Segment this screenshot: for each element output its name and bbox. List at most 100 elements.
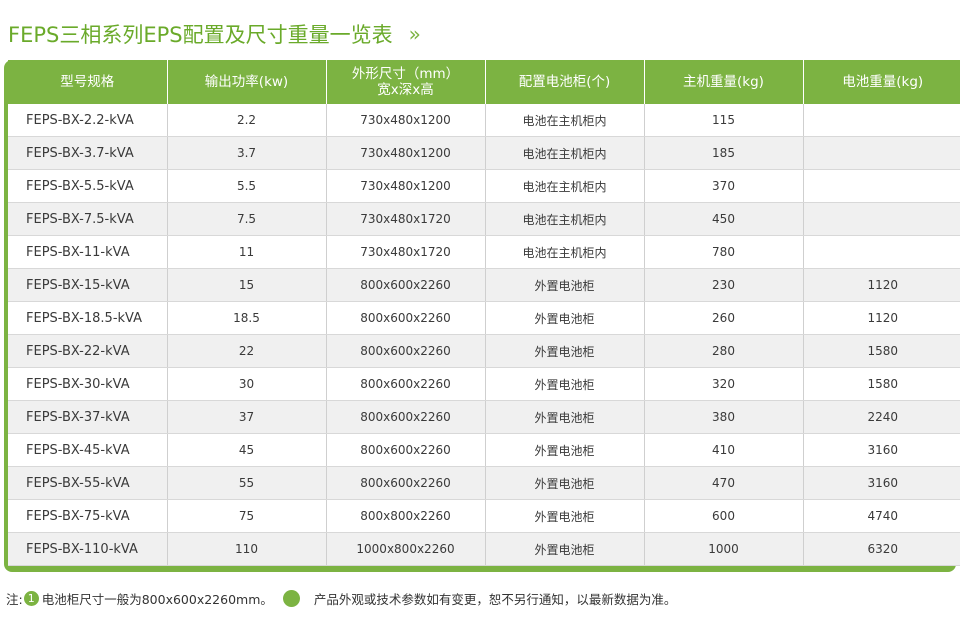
cell-power: 7.5 (167, 202, 327, 236)
table-row: FEPS-BX-110-kVA 110 1000x800x2260 外置电池柜 … (8, 532, 960, 566)
cell-battery-weight: 1580 (803, 334, 960, 368)
cell-model: FEPS-BX-11-kVA (8, 235, 168, 269)
cell-model: FEPS-BX-18.5-kVA (8, 301, 168, 335)
spec-table-frame: 型号规格 输出功率(kw) 外形尺寸（mm） 宽x深x高 配置电池柜(个) 主机… (4, 60, 960, 572)
cell-battery-weight (803, 136, 960, 170)
cell-power: 45 (167, 433, 327, 467)
cell-battery-weight (803, 104, 960, 137)
cell-battery-cabinet: 电池在主机柜内 (485, 169, 645, 203)
cell-size: 730x480x1720 (326, 235, 486, 269)
cell-battery-cabinet: 电池在主机柜内 (485, 104, 645, 137)
column-header-battery-weight: 电池重量(kg) (803, 60, 960, 104)
cell-size: 800x600x2260 (326, 268, 486, 302)
green-dot-icon (282, 589, 300, 607)
cell-host-weight: 470 (644, 466, 804, 500)
cell-host-weight: 280 (644, 334, 804, 368)
cell-power: 2.2 (167, 104, 327, 137)
cell-battery-cabinet: 外置电池柜 (485, 466, 645, 500)
table-row: FEPS-BX-3.7-kVA 3.7 730x480x1200 电池在主机柜内… (8, 136, 960, 170)
table-row: FEPS-BX-22-kVA 22 800x600x2260 外置电池柜 280… (8, 334, 960, 368)
cell-host-weight: 370 (644, 169, 804, 203)
cell-size: 800x600x2260 (326, 334, 486, 368)
cell-host-weight: 320 (644, 367, 804, 401)
cell-host-weight: 1000 (644, 532, 804, 566)
title-row: FEPS三相系列EPS配置及尺寸重量一览表 » (8, 18, 421, 50)
cell-size: 800x600x2260 (326, 400, 486, 434)
note-item-2: 产品外观或技术参数如有变更，恕不另行通知，以最新数据为准。 (313, 591, 677, 607)
cell-model: FEPS-BX-75-kVA (8, 499, 168, 533)
page-title: FEPS三相系列EPS配置及尺寸重量一览表 (8, 23, 393, 47)
table-row: FEPS-BX-11-kVA 11 730x480x1720 电池在主机柜内 7… (8, 235, 960, 269)
table-row: FEPS-BX-7.5-kVA 7.5 730x480x1720 电池在主机柜内… (8, 202, 960, 236)
cell-host-weight: 230 (644, 268, 804, 302)
cell-battery-cabinet: 电池在主机柜内 (485, 235, 645, 269)
cell-size: 800x600x2260 (326, 367, 486, 401)
note-prefix: 注: (6, 591, 23, 607)
cell-battery-weight (803, 169, 960, 203)
double-chevron-right-icon: » (408, 22, 421, 46)
column-header-host-weight: 主机重量(kg) (644, 60, 804, 104)
cell-host-weight: 600 (644, 499, 804, 533)
cell-battery-cabinet: 外置电池柜 (485, 268, 645, 302)
table-row: FEPS-BX-55-kVA 55 800x600x2260 外置电池柜 470… (8, 466, 960, 500)
cell-size: 730x480x1200 (326, 169, 486, 203)
cell-battery-weight (803, 235, 960, 269)
cell-host-weight: 115 (644, 104, 804, 137)
cell-size: 730x480x1200 (326, 104, 486, 137)
cell-size: 800x600x2260 (326, 301, 486, 335)
table-row: FEPS-BX-15-kVA 15 800x600x2260 外置电池柜 230… (8, 268, 960, 302)
cell-size: 800x600x2260 (326, 466, 486, 500)
cell-host-weight: 260 (644, 301, 804, 335)
cell-size: 730x480x1200 (326, 136, 486, 170)
cell-power: 110 (167, 532, 327, 566)
table-row: FEPS-BX-45-kVA 45 800x600x2260 外置电池柜 410… (8, 433, 960, 467)
column-header-size-line1: 外形尺寸（mm） (351, 66, 460, 82)
cell-power: 30 (167, 367, 327, 401)
table-row: FEPS-BX-75-kVA 75 800x800x2260 外置电池柜 600… (8, 499, 960, 533)
cell-host-weight: 410 (644, 433, 804, 467)
cell-battery-weight (803, 202, 960, 236)
cell-battery-cabinet: 外置电池柜 (485, 499, 645, 533)
cell-power: 18.5 (167, 301, 327, 335)
column-header-model: 型号规格 (8, 60, 168, 104)
cell-battery-weight: 6320 (803, 532, 960, 566)
cell-model: FEPS-BX-15-kVA (8, 268, 168, 302)
table-row: FEPS-BX-18.5-kVA 18.5 800x600x2260 外置电池柜… (8, 301, 960, 335)
column-header-battery-cabinet: 配置电池柜(个) (485, 60, 645, 104)
cell-battery-cabinet: 外置电池柜 (485, 433, 645, 467)
cell-size: 800x600x2260 (326, 433, 486, 467)
table-row: FEPS-BX-5.5-kVA 5.5 730x480x1200 电池在主机柜内… (8, 169, 960, 203)
table-header-row: 型号规格 输出功率(kw) 外形尺寸（mm） 宽x深x高 配置电池柜(个) 主机… (8, 60, 960, 104)
cell-model: FEPS-BX-30-kVA (8, 367, 168, 401)
cell-power: 3.7 (167, 136, 327, 170)
cell-power: 5.5 (167, 169, 327, 203)
cell-size: 730x480x1720 (326, 202, 486, 236)
cell-battery-cabinet: 电池在主机柜内 (485, 136, 645, 170)
footnote: 注: 1 电池柜尺寸一般为800x600x2260mm。 产品外观或技术参数如有… (6, 588, 676, 608)
cell-power: 22 (167, 334, 327, 368)
cell-host-weight: 185 (644, 136, 804, 170)
cell-power: 55 (167, 466, 327, 500)
table-row: FEPS-BX-2.2-kVA 2.2 730x480x1200 电池在主机柜内… (8, 104, 960, 137)
column-header-size-line2: 宽x深x高 (377, 82, 434, 98)
cell-power: 75 (167, 499, 327, 533)
cell-model: FEPS-BX-22-kVA (8, 334, 168, 368)
table-row: FEPS-BX-30-kVA 30 800x600x2260 外置电池柜 320… (8, 367, 960, 401)
cell-model: FEPS-BX-45-kVA (8, 433, 168, 467)
cell-power: 11 (167, 235, 327, 269)
cell-model: FEPS-BX-110-kVA (8, 532, 168, 566)
cell-host-weight: 450 (644, 202, 804, 236)
cell-battery-cabinet: 电池在主机柜内 (485, 202, 645, 236)
cell-model: FEPS-BX-3.7-kVA (8, 136, 168, 170)
column-header-size: 外形尺寸（mm） 宽x深x高 (326, 60, 486, 104)
cell-model: FEPS-BX-55-kVA (8, 466, 168, 500)
cell-model: FEPS-BX-37-kVA (8, 400, 168, 434)
note-item-1: 电池柜尺寸一般为800x600x2260mm。 (41, 591, 273, 607)
cell-battery-cabinet: 外置电池柜 (485, 367, 645, 401)
cell-battery-cabinet: 外置电池柜 (485, 334, 645, 368)
cell-host-weight: 780 (644, 235, 804, 269)
number-one-badge-icon: 1 (23, 590, 39, 606)
cell-battery-weight: 2240 (803, 400, 960, 434)
cell-host-weight: 380 (644, 400, 804, 434)
cell-battery-weight: 3160 (803, 466, 960, 500)
